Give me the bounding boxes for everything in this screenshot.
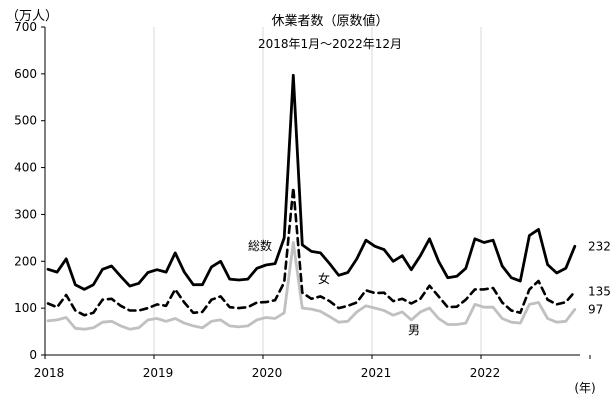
label-layer: （万人） 休業者数（原数値） 2018年1月～2022年12月 (年) 232 1… <box>6 9 611 395</box>
chart-subtitle: 2018年1月～2022年12月 <box>258 37 402 51</box>
y-tick-label: 100 <box>14 301 37 315</box>
series-line-female <box>46 186 577 317</box>
grid-layer <box>153 27 482 355</box>
series-end-value-label: 232 <box>588 239 611 253</box>
series-line-total <box>46 73 577 291</box>
y-tick-label: 400 <box>14 161 37 175</box>
x-tick-label: 2022 <box>470 366 501 380</box>
x-tick-label: 2018 <box>34 366 65 380</box>
y-tick-label: 0 <box>29 348 37 362</box>
series-end-value-label: 97 <box>588 303 603 317</box>
series-name-label: 総数 <box>248 238 272 253</box>
series-layer <box>46 73 577 331</box>
chart-title: 休業者数（原数値） <box>271 13 388 29</box>
x-tick-label: 2021 <box>361 366 392 380</box>
y-tick-label: 700 <box>14 20 37 34</box>
y-tick-label: 200 <box>14 254 37 268</box>
y-tick-label: 500 <box>14 114 37 128</box>
x-unit-label: (年) <box>574 381 595 395</box>
y-tick-label: 600 <box>14 67 37 81</box>
x-tick-label: 2019 <box>143 366 174 380</box>
x-tick-label: 2020 <box>252 366 283 380</box>
y-unit-label: （万人） <box>6 9 58 24</box>
series-name-label: 女 <box>318 271 330 286</box>
y-tick-label: 300 <box>14 207 37 221</box>
series-end-value-label: 135 <box>588 285 611 299</box>
series-name-label: 男 <box>408 323 420 337</box>
series-line-male <box>46 241 577 331</box>
axis-layer: 0 100 200 300 400 500 600 700 2018 2019 2020 2021 20… <box>14 20 591 380</box>
